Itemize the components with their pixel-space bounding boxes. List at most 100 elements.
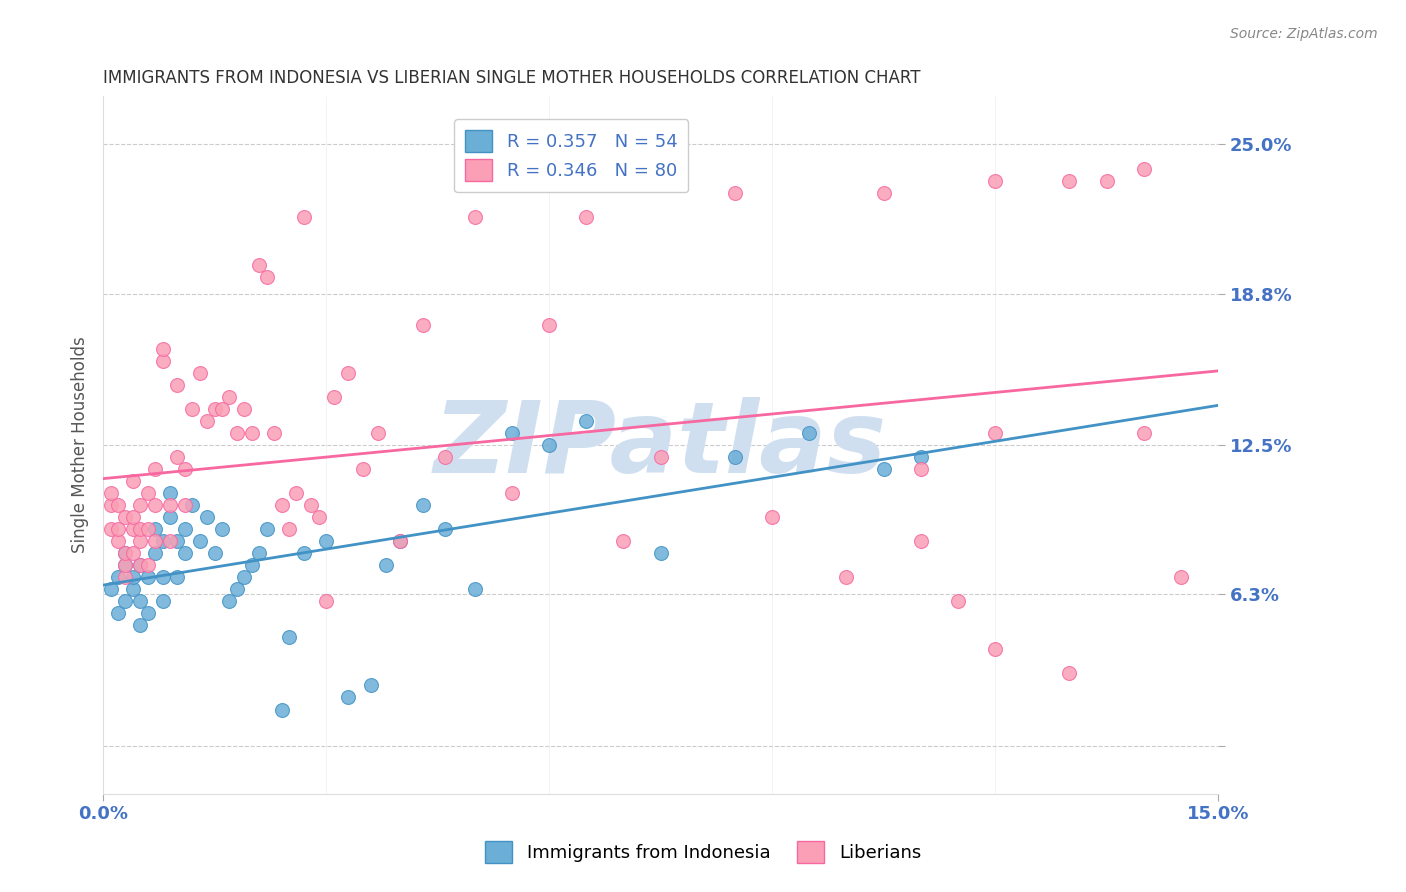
Immigrants from Indonesia [159,510,181,524]
Liberians [278,522,301,536]
Liberians [129,522,152,536]
Liberians [984,173,1007,187]
Text: IMMIGRANTS FROM INDONESIA VS LIBERIAN SINGLE MOTHER HOUSEHOLDS CORRELATION CHART: IMMIGRANTS FROM INDONESIA VS LIBERIAN SI… [103,69,921,87]
Liberians [129,498,152,512]
Immigrants from Indonesia [159,486,181,500]
Liberians [1095,173,1118,187]
Liberians [1059,666,1081,681]
Liberians [114,570,136,584]
Liberians [129,534,152,549]
Immigrants from Indonesia [166,570,188,584]
Liberians [143,534,166,549]
Liberians [299,498,322,512]
Immigrants from Indonesia [121,570,143,584]
Y-axis label: Single Mother Households: Single Mother Households [72,336,89,553]
Liberians [121,522,143,536]
Liberians [1170,570,1192,584]
Liberians [136,558,159,573]
Liberians [152,354,174,368]
Immigrants from Indonesia [152,594,174,608]
Immigrants from Indonesia [501,425,523,440]
Liberians [240,425,263,440]
Immigrants from Indonesia [240,558,263,573]
Liberians [121,510,143,524]
Liberians [270,498,292,512]
Immigrants from Indonesia [188,534,211,549]
Liberians [226,425,249,440]
Liberians [1132,425,1154,440]
Liberians [835,570,858,584]
Immigrants from Indonesia [218,594,240,608]
Immigrants from Indonesia [575,414,598,428]
Immigrants from Indonesia [270,702,292,716]
Immigrants from Indonesia [256,522,278,536]
Immigrants from Indonesia [233,570,256,584]
Liberians [538,318,561,332]
Immigrants from Indonesia [278,631,301,645]
Liberians [114,558,136,573]
Immigrants from Indonesia [129,594,152,608]
Immigrants from Indonesia [360,678,382,692]
Liberians [136,486,159,500]
Liberians [121,474,143,488]
Liberians [724,186,747,200]
Liberians [100,522,122,536]
Immigrants from Indonesia [247,546,270,560]
Immigrants from Indonesia [226,582,249,597]
Immigrants from Indonesia [724,450,747,464]
Text: ZIPatlas: ZIPatlas [434,397,887,493]
Immigrants from Indonesia [195,510,218,524]
Liberians [204,401,226,416]
Immigrants from Indonesia [173,546,195,560]
Liberians [152,342,174,356]
Liberians [322,390,344,404]
Liberians [389,534,412,549]
Liberians [107,522,129,536]
Legend: R = 0.357   N = 54, R = 0.346   N = 80: R = 0.357 N = 54, R = 0.346 N = 80 [454,120,689,193]
Liberians [129,558,152,573]
Liberians [195,414,218,428]
Immigrants from Indonesia [136,570,159,584]
Liberians [761,510,783,524]
Liberians [143,498,166,512]
Immigrants from Indonesia [107,607,129,621]
Immigrants from Indonesia [374,558,396,573]
Liberians [247,258,270,272]
Liberians [100,498,122,512]
Immigrants from Indonesia [538,438,561,452]
Immigrants from Indonesia [412,498,434,512]
Immigrants from Indonesia [173,522,195,536]
Immigrants from Indonesia [114,594,136,608]
Liberians [181,401,204,416]
Text: Source: ZipAtlas.com: Source: ZipAtlas.com [1230,27,1378,41]
Liberians [872,186,894,200]
Liberians [910,462,932,476]
Immigrants from Indonesia [872,462,894,476]
Liberians [136,522,159,536]
Immigrants from Indonesia [204,546,226,560]
Liberians [263,425,285,440]
Liberians [143,462,166,476]
Liberians [159,498,181,512]
Liberians [352,462,374,476]
Immigrants from Indonesia [152,534,174,549]
Liberians [173,462,195,476]
Liberians [107,534,129,549]
Liberians [121,546,143,560]
Immigrants from Indonesia [129,618,152,632]
Liberians [211,401,233,416]
Immigrants from Indonesia [389,534,412,549]
Immigrants from Indonesia [121,582,143,597]
Immigrants from Indonesia [143,546,166,560]
Liberians [285,486,308,500]
Liberians [218,390,240,404]
Liberians [159,534,181,549]
Immigrants from Indonesia [799,425,821,440]
Liberians [188,366,211,380]
Immigrants from Indonesia [114,558,136,573]
Liberians [501,486,523,500]
Liberians [315,594,337,608]
Immigrants from Indonesia [434,522,457,536]
Immigrants from Indonesia [464,582,486,597]
Liberians [946,594,969,608]
